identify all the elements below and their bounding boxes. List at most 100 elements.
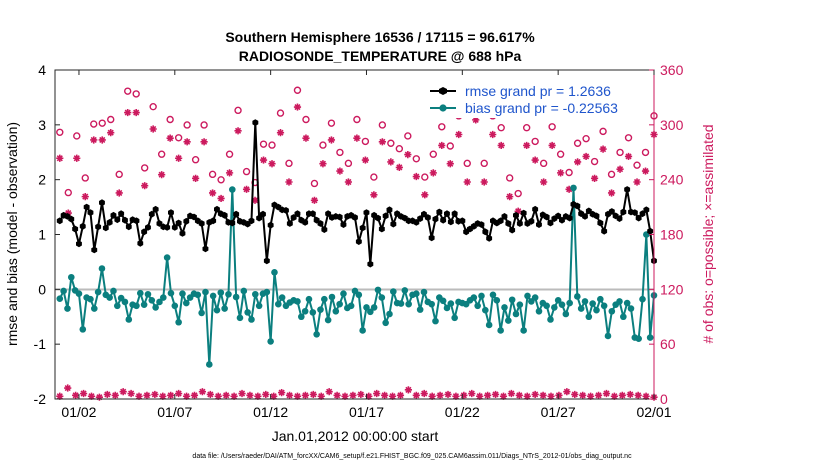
obs-assimilated-point [200, 138, 208, 146]
obs-low-point [317, 392, 325, 400]
obs-low-point [476, 392, 484, 400]
obs-possible-point [573, 139, 582, 147]
obs-assimilated-point [548, 141, 556, 150]
obs-low-point [206, 390, 214, 399]
rmse-point [608, 208, 615, 215]
obs-low-point [135, 392, 143, 400]
rmse-point [118, 210, 125, 218]
rmse-point [536, 221, 542, 228]
bias-point [478, 292, 485, 300]
obs-low-point [293, 392, 302, 400]
obs-low-point [571, 390, 579, 399]
rmse-point [378, 225, 385, 233]
obs-assimilated-point [115, 189, 123, 197]
bias-series [56, 184, 658, 368]
obs-low-point [254, 392, 262, 400]
rmse-point [444, 210, 450, 218]
bias-point [94, 288, 102, 296]
rmse-point [171, 224, 178, 231]
x-axis: 01/02 01/07 01/12 01/17 01/22 01/27 02/01 [61, 70, 672, 420]
bias-point [347, 302, 355, 310]
obs-possible-point [124, 87, 132, 95]
obs-assimilated-point [506, 193, 514, 201]
rmse-point [520, 209, 527, 217]
bias-point [547, 316, 554, 323]
obs-assimilated-point [480, 178, 488, 186]
legend-rmse-marker [439, 87, 447, 95]
bias-point [313, 330, 320, 338]
bias-point [275, 300, 282, 308]
obs-possible-point [310, 179, 319, 188]
obs-low-point [587, 392, 595, 400]
x-tick-label: 01/02 [61, 404, 96, 420]
obs-assimilated-point [463, 178, 471, 186]
rmse-point [624, 186, 631, 193]
obs-possible-point [582, 134, 590, 143]
obs-low-point [452, 392, 460, 400]
obs-assimilated-point [285, 178, 293, 186]
rmse-point [367, 260, 374, 268]
x-tick-label: 01/17 [349, 404, 384, 420]
bias-point [167, 289, 175, 297]
bias-point [213, 306, 221, 314]
rmse-point [68, 215, 75, 223]
obs-possible-point [624, 134, 633, 142]
obs-low-point [190, 391, 199, 399]
bias-point [159, 294, 167, 301]
x-tick-label: 02/01 [636, 404, 671, 420]
legend-box [414, 84, 650, 118]
legend-bias-marker [439, 104, 447, 112]
obs-low-point [523, 392, 531, 400]
rmse-point [359, 224, 366, 232]
x-tick-label: 01/22 [445, 404, 480, 420]
obs-low-point [602, 389, 611, 398]
obs-assimilated-point [624, 152, 633, 161]
rmse-point [210, 217, 217, 225]
bias-point [232, 293, 240, 301]
rmse-point [543, 213, 550, 221]
rmse-point [620, 208, 627, 216]
rmse-point [99, 199, 105, 207]
rmse-point [375, 214, 381, 222]
obs-assimilated-point [98, 136, 106, 144]
bias-point [244, 309, 251, 316]
obs-assimilated-point [234, 127, 242, 135]
bias-point [390, 288, 397, 295]
rmse-point [102, 224, 109, 232]
rmse-point [56, 217, 63, 225]
obs-low-point [515, 391, 523, 399]
obs-low-point [484, 391, 492, 399]
obs-possible-point [276, 109, 285, 117]
rmse-point [382, 212, 389, 220]
obs-assimilated-point [158, 171, 166, 179]
bias-point [597, 295, 604, 303]
obs-assimilated-point [217, 194, 225, 203]
obs-low-point [175, 389, 183, 398]
bias-point [106, 294, 113, 301]
rmse-point [597, 219, 604, 227]
obs-assimilated-point [208, 189, 217, 197]
rmse-point [574, 202, 581, 210]
obs-possible-point [344, 159, 353, 168]
bias-point [175, 318, 182, 326]
rmse-point [643, 206, 650, 214]
obs-low-point [309, 390, 317, 399]
obs-low-point [119, 388, 127, 396]
rmse-point [110, 211, 117, 219]
bias-point [336, 300, 343, 308]
bias-point [324, 316, 332, 324]
bias-point [589, 300, 596, 307]
obs-possible-point [463, 159, 471, 168]
obs-low-point [301, 391, 309, 399]
obs-low-point [594, 391, 603, 399]
bias-point [367, 308, 374, 316]
rmse-point [532, 205, 539, 213]
bias-point [501, 304, 508, 311]
bias-point [416, 306, 424, 313]
obs-possible-point [200, 121, 208, 129]
obs-possible-point [166, 115, 174, 124]
obs-low-point [491, 390, 500, 399]
bias-point [570, 184, 577, 192]
rmse-point [352, 214, 358, 221]
obs-assimilated-point [455, 130, 463, 139]
